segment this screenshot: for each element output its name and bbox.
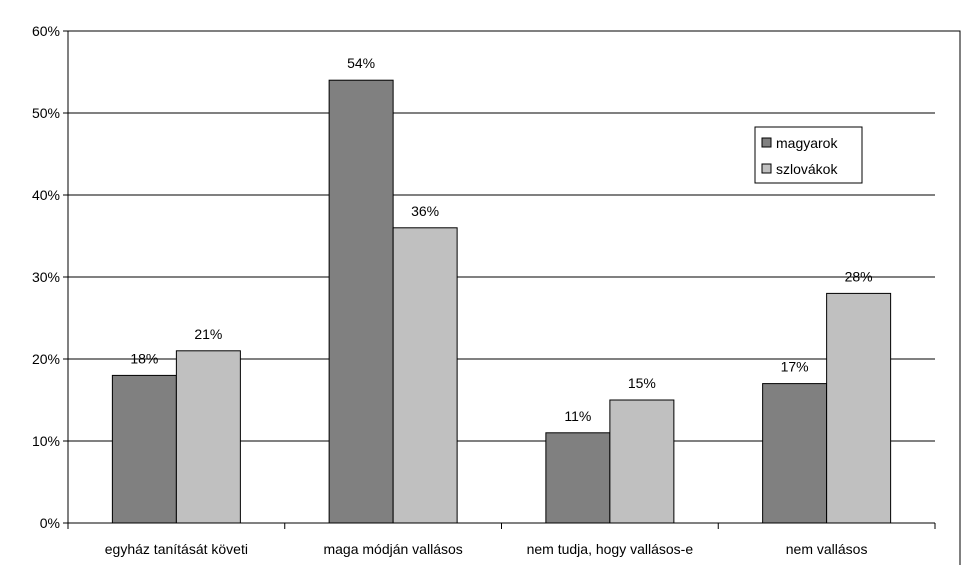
legend-swatch-szlovákok	[761, 163, 772, 174]
x-tick-label: nem tudja, hogy vallásos-e	[527, 541, 694, 557]
legend-label: magyarok	[776, 135, 838, 151]
bar-magyarok	[762, 383, 828, 524]
bar-szlovákok	[826, 292, 892, 524]
data-labels: 18% 21% 54% 36% 11% 15% 17% 28%	[130, 55, 872, 424]
data-label: 17%	[781, 359, 809, 375]
y-tick-label: 30%	[32, 269, 60, 285]
bar-magyarok	[328, 79, 394, 524]
data-label: 28%	[845, 268, 873, 284]
data-label: 54%	[347, 55, 375, 71]
bar-szlovákok	[609, 399, 675, 524]
y-tick-label: 40%	[32, 187, 60, 203]
data-label: 15%	[628, 375, 656, 391]
x-tick-label: nem vallásos	[786, 541, 868, 557]
data-label: 21%	[194, 326, 222, 342]
x-tick-label: egyház tanítását követi	[105, 541, 248, 557]
bar-szlovákok	[392, 227, 458, 524]
data-label: 18%	[130, 350, 158, 366]
bars	[111, 79, 892, 524]
legend-swatch-magyarok	[761, 137, 772, 148]
axes: 0% 10% 20% 30% 40% 50% 60% egyház tanítását köv…	[32, 23, 961, 565]
legend-box	[754, 126, 863, 184]
y-tick-label: 0%	[40, 515, 60, 531]
data-label: 11%	[564, 408, 591, 424]
y-tick-label: 50%	[32, 105, 60, 121]
bar-magyarok	[545, 432, 611, 524]
bar-magyarok	[111, 374, 177, 524]
y-tick-label: 20%	[32, 351, 60, 367]
legend-label: szlovákok	[776, 161, 838, 177]
y-tick-label: 10%	[32, 433, 60, 449]
data-label: 36%	[411, 203, 439, 219]
chart-frame	[68, 30, 961, 565]
legend: magyarok szlovákok	[754, 126, 863, 184]
bar-szlovákok	[175, 350, 241, 524]
y-tick-label: 60%	[32, 23, 60, 39]
x-tick-label: maga módján vallásos	[323, 541, 462, 557]
